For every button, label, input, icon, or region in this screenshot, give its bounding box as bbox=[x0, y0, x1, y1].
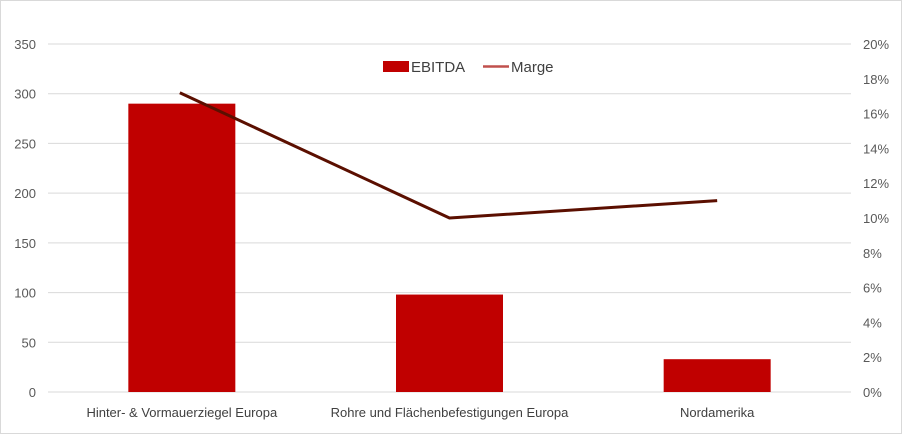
ebitda-bars bbox=[128, 103, 771, 393]
right-tick-label: 20% bbox=[863, 37, 889, 52]
ebitda-bar bbox=[663, 359, 771, 392]
marge-line-layer bbox=[179, 91, 718, 220]
ebitda-bar bbox=[128, 103, 236, 393]
right-tick-label: 4% bbox=[863, 315, 882, 330]
left-tick-label: 100 bbox=[14, 286, 36, 301]
left-tick-label: 250 bbox=[14, 136, 36, 151]
right-tick-label: 0% bbox=[863, 385, 882, 400]
left-tick-label: 350 bbox=[14, 37, 36, 52]
left-tick-label: 300 bbox=[14, 87, 36, 102]
right-tick-label: 14% bbox=[863, 141, 889, 156]
category-label: Nordamerika bbox=[680, 405, 755, 420]
right-tick-label: 2% bbox=[863, 350, 882, 365]
marge-line bbox=[179, 91, 718, 220]
right-tick-label: 16% bbox=[863, 107, 889, 122]
category-label: Hinter- & Vormauerziegel Europa bbox=[86, 405, 278, 420]
right-tick-label: 10% bbox=[863, 211, 889, 226]
left-axis-ticks: 0 50 100 150 200 250 300 350 bbox=[14, 37, 36, 400]
legend-ebitda-swatch bbox=[383, 61, 409, 72]
ebitda-bar bbox=[396, 294, 503, 392]
left-tick-label: 50 bbox=[22, 335, 36, 350]
category-labels: Hinter- & Vormauerziegel Europa Rohre und… bbox=[86, 405, 755, 420]
right-tick-label: 8% bbox=[863, 246, 882, 261]
category-label: Rohre und Flächenbefestigungen Europa bbox=[331, 405, 570, 420]
legend-ebitda-label: EBITDA bbox=[411, 59, 465, 76]
legend-marge-label: Marge bbox=[511, 59, 554, 76]
left-tick-label: 0 bbox=[29, 385, 36, 400]
left-tick-label: 150 bbox=[14, 236, 36, 251]
right-axis-ticks: 0% 2% 4% 6% 8% 10% 12% 14% 16% 18% 20% bbox=[863, 37, 889, 400]
left-tick-label: 200 bbox=[14, 186, 36, 201]
right-tick-label: 12% bbox=[863, 176, 889, 191]
right-tick-label: 18% bbox=[863, 72, 889, 87]
right-tick-label: 6% bbox=[863, 281, 882, 296]
legend: EBITDA Marge bbox=[383, 59, 554, 76]
